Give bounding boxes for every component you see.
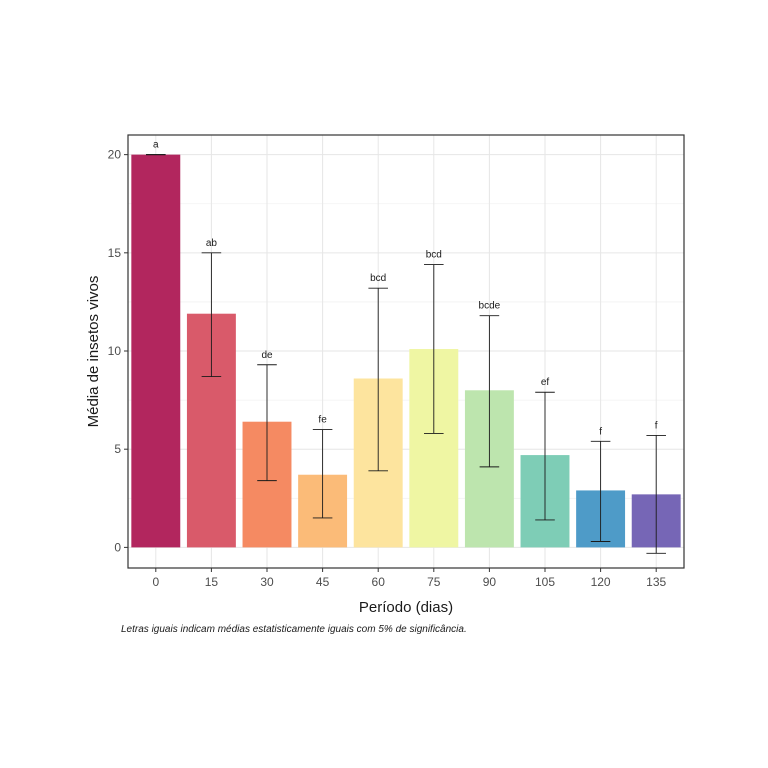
error-bar [424,264,444,434]
x-tick-label: 105 [535,575,555,589]
x-tick-label: 120 [591,575,611,589]
error-bar [368,287,388,472]
x-tick-label: 90 [483,575,497,589]
significance-labels: a ab de fe bcd bcd bcde ef f f [153,140,658,438]
x-tick-label: 60 [372,575,386,589]
y-tick-label: 15 [108,246,122,260]
y-tick-label: 0 [114,540,121,554]
error-bar [535,391,555,521]
bars [131,154,681,548]
x-tick-label: 30 [260,575,274,589]
significance-label: fe [318,415,327,426]
significance-label: a [153,140,159,151]
error-bar [257,364,277,482]
error-bar [312,429,333,519]
error-bar [646,434,666,554]
x-tick-label: 135 [646,575,666,589]
significance-label: bcd [370,273,386,284]
significance-label: de [261,350,273,361]
x-tick-label: 15 [205,575,219,589]
error-bar [201,252,222,377]
x-tick-label: 45 [316,575,330,589]
significance-label: bcde [479,301,501,312]
x-tick-label: 0 [152,575,159,589]
significance-label: f [655,420,658,431]
x-axis-ticks: 0 15 30 45 60 75 90 105 120 135 [152,568,667,589]
y-axis-ticks: 0 5 10 15 20 [108,148,128,554]
significance-label: ef [541,377,550,388]
significance-label: f [599,426,602,437]
y-tick-label: 5 [114,442,121,456]
error-bars [146,154,666,554]
error-bar [479,315,500,468]
bar [131,154,181,548]
significance-label: bcd [426,250,442,261]
y-axis-title: Média de insetos vivos [85,276,102,428]
y-tick-label: 10 [108,344,122,358]
x-tick-label: 75 [427,575,441,589]
error-bar [590,440,611,542]
chart-caption: Letras iguais indicam médias estatistica… [121,624,467,635]
y-tick-label: 20 [108,148,122,162]
x-axis-title: Período (dias) [359,599,453,616]
significance-label: ab [206,238,218,249]
